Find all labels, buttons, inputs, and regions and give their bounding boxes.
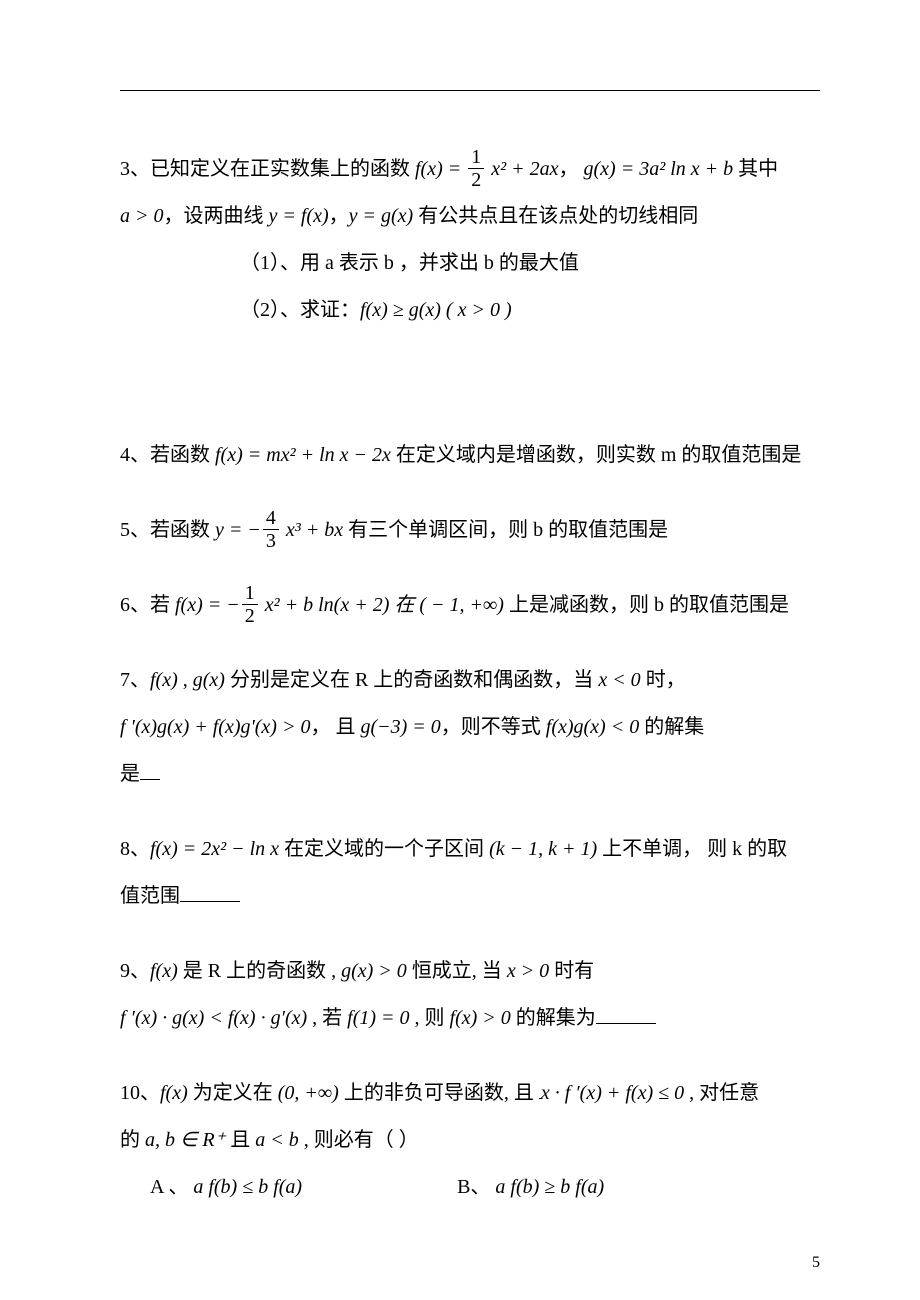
p10-l1c: 为定义在 xyxy=(188,1082,278,1104)
p5-lead: 5、若函数 xyxy=(120,519,215,541)
p9-l2a: f ′(x) · g(x) < f(x) · g′(x) xyxy=(120,1007,307,1029)
blank xyxy=(596,1003,656,1024)
p8-fn: f(x) = 2x² − ln x xyxy=(150,838,279,860)
p9-xgt0: x > 0 xyxy=(507,960,549,982)
p7-l2c: g(−3) = 0 xyxy=(360,716,440,738)
p8-l1e: 上不单调， 则 k 的取 xyxy=(597,838,787,860)
p10-l1e: 上的非负可导函数, 且 xyxy=(339,1082,539,1104)
p10-l2a: 的 xyxy=(120,1129,145,1151)
p7-l1e: 分别是定义在 R 上的奇函数和偶函数，当 xyxy=(225,669,598,691)
p6-tail: 上是减函数，则 b 的取值范围是 xyxy=(504,594,789,616)
p3-comma: ， xyxy=(559,158,579,180)
optB[interactable]: a f(b) ≥ b f(a) xyxy=(495,1176,604,1198)
p10-l2c: 且 xyxy=(225,1129,255,1151)
p3-l2f: 有公共点且在该点处的切线相同 xyxy=(413,205,698,227)
p9-fx: f(x) xyxy=(150,960,178,982)
optA[interactable]: a f(b) ≤ b f(a) xyxy=(193,1176,302,1198)
p7-l1a: 7、 xyxy=(120,669,150,691)
blank xyxy=(140,759,160,780)
p3-yg: y = g(x) xyxy=(349,205,414,227)
p7-l2b: ， 且 xyxy=(310,716,360,738)
p8-int: (k − 1, k + 1) xyxy=(489,838,597,860)
p7-l1c: , xyxy=(178,669,193,691)
p9-l2c: f(1) = 0 xyxy=(347,1007,409,1029)
p3-a: a > 0 xyxy=(120,205,164,227)
p8-l1a: 8、 xyxy=(120,838,150,860)
p9-l2d: , 则 xyxy=(410,1007,450,1029)
p10-cond: x · f ′(x) + f(x) ≤ 0 xyxy=(541,1082,684,1104)
page-number: 5 xyxy=(812,1244,820,1282)
p3-l2b: ，设两曲线 xyxy=(164,205,269,227)
p4-tail: 在定义域内是增函数，则实数 m 的取值范围是 xyxy=(391,444,802,466)
p4-fn: f(x) = mx² + ln x − 2x xyxy=(215,444,391,466)
p5-y: y = − xyxy=(215,519,261,541)
p3-yf: y = f(x) xyxy=(269,205,329,227)
p10-altb: a < b xyxy=(255,1129,299,1151)
p9-l2f: 的解集为 xyxy=(511,1007,596,1029)
p5-y-tail: x³ + bx xyxy=(281,519,343,541)
p10-l2e: , 则必有（ ） xyxy=(299,1129,419,1151)
p9-l1g: 时有 xyxy=(549,960,594,982)
p10-dom: (0, +∞) xyxy=(278,1082,339,1104)
p8-l1c: 在定义域的一个子区间 xyxy=(279,838,489,860)
optB-label: B、 xyxy=(457,1176,490,1198)
frac-1-2: 12 xyxy=(468,147,484,190)
p4-lead: 4、若函数 xyxy=(120,444,215,466)
p5-tail: 有三个单调区间，则 b 的取值范围是 xyxy=(343,519,668,541)
p3-lead: 3、已知定义在正实数集上的函数 xyxy=(120,158,410,180)
p9-l1a: 9、 xyxy=(120,960,150,982)
p7-l1g: 时， xyxy=(641,669,686,691)
p7-l2f: 的解集 xyxy=(639,716,704,738)
p7-l2a: f '(x)g(x) + f(x)g'(x) > 0 xyxy=(120,716,310,738)
p10-ab: a, b ∈ R⁺ xyxy=(145,1129,225,1151)
p6-f2: x² + b ln(x + 2) 在 ( − 1, +∞) xyxy=(260,594,504,616)
p7-l3: 是 xyxy=(120,763,140,785)
p7-gx: g(x) xyxy=(193,669,225,691)
p9-l2e: f(x) > 0 xyxy=(450,1007,511,1029)
p3-sub2b: f(x) ≥ g(x) ( x > 0 ) xyxy=(360,299,512,321)
p10-l1a: 10、 xyxy=(120,1082,160,1104)
p3-tail: 其中 xyxy=(733,158,778,180)
p3-g: g(x) = 3a² ln x + b xyxy=(584,158,734,180)
frac-1-2b: 12 xyxy=(242,583,258,626)
p3-f: f(x) = xyxy=(415,158,466,180)
p7-l2d: ，则不等式 xyxy=(441,716,546,738)
p10-fx: f(x) xyxy=(160,1082,188,1104)
p9-l1e: 恒成立, 当 xyxy=(407,960,507,982)
p9-gx: g(x) > 0 xyxy=(341,960,407,982)
p9-l1c: 是 R 上的奇函数 , xyxy=(178,960,341,982)
frac-4-3: 43 xyxy=(263,508,279,551)
p3-sub1: （1）、用 a 表示 b ，并求出 b 的最大值 xyxy=(120,240,820,287)
p7-fx: f(x) xyxy=(150,669,178,691)
p3-sub2a: （2）、求证： xyxy=(240,299,360,321)
p9-l2b: , 若 xyxy=(307,1007,347,1029)
p3-l2d: ， xyxy=(329,205,349,227)
p10-l1g: , 对任意 xyxy=(684,1082,759,1104)
p3-f-tail: x² + 2ax xyxy=(486,158,558,180)
p7-xlt0: x < 0 xyxy=(598,669,640,691)
optA-label: A 、 xyxy=(150,1176,188,1198)
blank xyxy=(180,881,240,902)
p6-f1: f(x) = − xyxy=(175,594,240,616)
p6-lead: 6、若 xyxy=(120,594,175,616)
p7-l2e: f(x)g(x) < 0 xyxy=(546,716,639,738)
p8-l2: 值范围 xyxy=(120,885,180,907)
